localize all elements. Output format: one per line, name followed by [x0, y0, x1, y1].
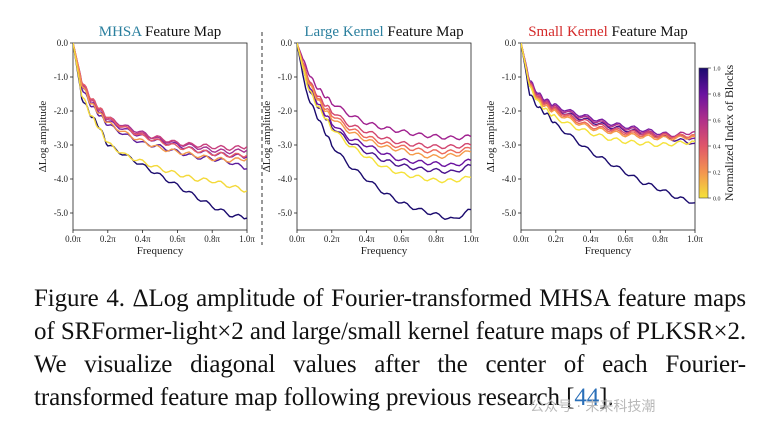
series-line-5 — [73, 43, 247, 152]
panel-title-highlight: Small Kernel — [528, 24, 608, 40]
x-axis-label: Frequency — [137, 245, 184, 257]
x-tick-label: 0.2π — [100, 234, 116, 244]
series-line-1 — [521, 43, 695, 204]
y-tick-label: 0.0 — [505, 38, 517, 48]
figure-panels: 1.0 0.8 0.6 0.4 0.2 0.0 Normalized Index of B… — [37, 24, 736, 257]
colorbar-tick-label: 0.6 — [713, 119, 721, 125]
panel-title: Large Kernel Feature Map — [304, 24, 463, 40]
x-tick-label: 0.4π — [583, 234, 599, 244]
series-line-6 — [73, 43, 247, 158]
series-line-3 — [297, 43, 471, 168]
y-tick-label: -1.0 — [502, 72, 517, 82]
x-tick-label: 0.6π — [394, 234, 410, 244]
y-tick-label: -2.0 — [54, 106, 69, 116]
citation-link[interactable]: 44 — [574, 384, 600, 411]
x-tick-label: 0.0π — [289, 234, 305, 244]
x-tick-label: 1.0π — [239, 234, 255, 244]
caption-end: ]. — [599, 384, 614, 411]
colorbar-tick-label: 0.2 — [713, 171, 721, 177]
x-axis-label: Frequency — [361, 245, 408, 257]
series-line-7 — [73, 43, 247, 163]
panel-title-highlight: Large Kernel — [304, 24, 383, 40]
chart-panel-2: Large Kernel Feature Map 0.0π 0.2π 0.4π 0.6π… — [261, 24, 479, 257]
plot-frame — [72, 42, 248, 231]
series-line-7 — [297, 43, 471, 160]
panel-title-highlight: MHSA — [99, 24, 143, 40]
series-group — [73, 43, 247, 220]
series-group — [521, 43, 695, 204]
y-tick-label: -4.0 — [502, 174, 517, 184]
series-line-8 — [297, 43, 471, 184]
colorbar-tick-label: 0.8 — [713, 93, 721, 99]
y-tick-label: -5.0 — [278, 208, 293, 218]
series-line-4 — [521, 43, 695, 138]
x-tick-label: 0.8π — [204, 234, 220, 244]
y-axis-label: ΔLog amplitude — [37, 101, 49, 173]
series-line-5 — [521, 43, 695, 139]
y-tick-label: -5.0 — [502, 208, 517, 218]
x-tick-label: 0.6π — [170, 234, 186, 244]
series-line-2 — [73, 43, 247, 170]
x-tick-label: 0.2π — [548, 234, 564, 244]
y-tick-label: -3.0 — [502, 140, 517, 150]
panel-title-rest: Feature Map — [384, 24, 464, 40]
x-tick-label: 0.0π — [513, 234, 529, 244]
x-tick-label: 0.2π — [324, 234, 340, 244]
chart-panel-3: Small Kernel Feature Map 0.0π 0.2π 0.4π 0.6π… — [485, 24, 703, 257]
y-tick-label: -2.0 — [278, 106, 293, 116]
figure-caption: Figure 4. ΔLog amplitude of Fourier-tran… — [34, 282, 746, 414]
y-tick-label: 0.0 — [281, 38, 293, 48]
caption-text: Figure 4. ΔLog amplitude of Fourier-tran… — [34, 285, 746, 411]
series-line-4 — [297, 43, 471, 141]
watermark: 公众号 · 末来科技潮 — [530, 399, 656, 415]
y-tick-label: 0.0 — [57, 38, 69, 48]
series-line-8 — [73, 43, 247, 193]
y-tick-label: -4.0 — [54, 174, 69, 184]
colorbar-tick-label: 0.0 — [713, 197, 721, 203]
colorbar-ticks: 1.0 0.8 0.6 0.4 0.2 0.0 — [708, 67, 721, 203]
x-tick-label: 1.0π — [687, 234, 703, 244]
colorbar-label: Normalized Index of Blocks — [722, 65, 736, 202]
y-tick-label: -5.0 — [54, 208, 69, 218]
panel-title-rest: Feature Map — [141, 24, 221, 40]
y-tick-label: -4.0 — [278, 174, 293, 184]
series-group — [297, 43, 471, 221]
y-tick-label: -1.0 — [54, 72, 69, 82]
plot-frame — [296, 42, 472, 231]
y-axis-label: ΔLog amplitude — [485, 101, 497, 173]
series-line-1 — [297, 43, 471, 221]
series-line-8 — [521, 43, 695, 148]
colorbar — [698, 67, 709, 199]
y-tick-label: -2.0 — [502, 106, 517, 116]
x-tick-label: 1.0π — [463, 234, 479, 244]
y-tick-label: -3.0 — [54, 140, 69, 150]
x-tick-label: 0.6π — [618, 234, 634, 244]
series-line-7 — [521, 43, 695, 141]
y-tick-label: -1.0 — [278, 72, 293, 82]
series-line-1 — [73, 43, 247, 220]
colorbar-tick-label: 1.0 — [713, 67, 721, 73]
series-line-6 — [521, 43, 695, 140]
x-tick-label: 0.0π — [65, 234, 81, 244]
panel-title: MHSA Feature Map — [99, 24, 222, 40]
y-axis-label: ΔLog amplitude — [261, 101, 273, 173]
x-tick-label: 0.4π — [359, 234, 375, 244]
panel-title-rest: Feature Map — [608, 24, 688, 40]
y-tick-label: -3.0 — [278, 140, 293, 150]
chart-panel-1: MHSA Feature Map 0.0π 0.2π 0.4π 0.6π 0.8π 1.0π… — [37, 24, 255, 257]
x-tick-label: 0.8π — [428, 234, 444, 244]
panel-title: Small Kernel Feature Map — [528, 24, 688, 40]
series-line-3 — [521, 43, 695, 141]
colorbar-tick-label: 0.4 — [713, 145, 721, 151]
series-line-6 — [297, 43, 471, 155]
x-tick-label: 0.4π — [135, 234, 151, 244]
x-tick-label: 0.8π — [652, 234, 668, 244]
x-axis-label: Frequency — [585, 245, 632, 257]
